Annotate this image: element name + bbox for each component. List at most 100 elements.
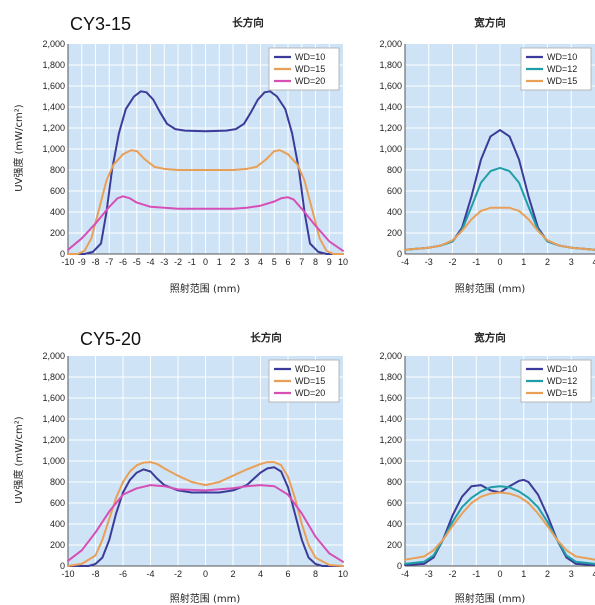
series-line-wd15 <box>67 149 344 255</box>
x-tick-label: -3 <box>425 569 433 579</box>
y-tick-label: 800 <box>387 477 402 487</box>
y-tick-label: 1,600 <box>42 393 65 403</box>
y-tick-label: 1,400 <box>379 102 402 112</box>
x-tick-label: -8 <box>91 257 99 267</box>
chart-cy315-wide: 宽方向 照射范围 (mm) 0 200 400 600 800 1,000 1,200 1,4… <box>379 16 595 295</box>
legend: WD=10 WD=12 WD=15 <box>520 359 592 403</box>
y-tick-label: 0 <box>60 561 65 571</box>
x-tick-label: 4 <box>592 257 595 267</box>
y-tick-label: 600 <box>50 498 65 508</box>
x-tick-label: -4 <box>146 257 154 267</box>
x-tick-label: -2 <box>448 257 456 267</box>
x-axis-label: 照射范围 (mm) <box>455 592 526 605</box>
y-tick-label: 1,800 <box>379 372 402 382</box>
y-tick-label: 1,400 <box>42 102 65 112</box>
x-tick-label: 0 <box>497 257 502 267</box>
legend: WD=10 WD=15 WD=20 <box>268 359 340 403</box>
x-tick-label: -6 <box>119 257 127 267</box>
x-tick-label: -1 <box>188 257 196 267</box>
y-tick-label: 1,600 <box>42 81 65 91</box>
x-tick-label: 1 <box>217 257 222 267</box>
y-tick-label: 200 <box>387 540 402 550</box>
y-tick-label: 0 <box>60 249 65 259</box>
y-tick-label: 1,600 <box>379 393 402 403</box>
y-tick-label: 1,800 <box>42 372 65 382</box>
x-tick-label: 0 <box>203 257 208 267</box>
x-tick-label: -10 <box>61 257 74 267</box>
legend-label: WD=15 <box>295 64 325 74</box>
series-line-wd10 <box>67 466 344 567</box>
y-tick-label: 1,000 <box>42 456 65 466</box>
x-tick-label: 4 <box>592 569 595 579</box>
y-tick-label: 400 <box>50 519 65 529</box>
x-axis-label: 照射范围 (mm) <box>170 282 241 295</box>
x-tick-label: 8 <box>313 569 318 579</box>
y-tick-label: 2,000 <box>379 351 402 361</box>
x-tick-label: 1 <box>521 569 526 579</box>
x-tick-label: -6 <box>119 569 127 579</box>
x-tick-label: 3 <box>244 257 249 267</box>
y-tick-label: 1,800 <box>42 60 65 70</box>
chart-title: CY3-15 <box>70 14 131 34</box>
x-tick-label: 2 <box>230 257 235 267</box>
x-tick-label: 7 <box>299 257 304 267</box>
y-tick-label: 1,000 <box>379 144 402 154</box>
x-tick-label: -2 <box>174 569 182 579</box>
chart-subtitle: 长方向 <box>232 16 264 29</box>
y-tick-label: 2,000 <box>42 39 65 49</box>
y-tick-label: 200 <box>387 228 402 238</box>
chart-subtitle: 宽方向 <box>473 16 506 29</box>
x-tick-label: -3 <box>425 257 433 267</box>
y-tick-label: 1,200 <box>379 435 402 445</box>
legend-label: WD=10 <box>295 52 325 62</box>
x-axis-label: 照射范围 (mm) <box>170 592 241 605</box>
x-tick-label: 6 <box>285 569 290 579</box>
x-tick-label: 8 <box>313 257 318 267</box>
x-tick-label: -4 <box>401 257 409 267</box>
y-tick-label: 600 <box>387 498 402 508</box>
y-tick-label: 0 <box>397 561 402 571</box>
x-tick-label: 3 <box>569 569 574 579</box>
legend: WD=10 WD=15 WD=20 <box>268 47 340 91</box>
y-tick-label: 1,200 <box>42 123 65 133</box>
chart-cy520-wide: 宽方向 照射范围 (mm) 0 200 400 600 800 1,000 1,200 1,4… <box>379 331 595 605</box>
x-tick-label: 3 <box>569 257 574 267</box>
legend-label: WD=20 <box>295 388 325 398</box>
y-tick-label: 2,000 <box>379 39 402 49</box>
y-tick-label: 200 <box>50 228 65 238</box>
y-tick-label: 1,400 <box>379 414 402 424</box>
y-tick-label: 1,400 <box>42 414 65 424</box>
x-tick-label: -1 <box>472 257 480 267</box>
legend-label: WD=12 <box>547 376 577 386</box>
chart-cy315-long: CY3-15 长方向 UV强度 (mW/cm²) 照射范围 (mm) 0 200 4… <box>12 14 348 295</box>
x-tick-label: -7 <box>105 257 113 267</box>
x-tick-label: 1 <box>521 257 526 267</box>
chart-subtitle: 宽方向 <box>473 331 506 344</box>
x-tick-label: 5 <box>272 257 277 267</box>
x-tick-label: 0 <box>203 569 208 579</box>
y-tick-label: 1,200 <box>42 435 65 445</box>
x-tick-label: -5 <box>133 257 141 267</box>
y-tick-label: 800 <box>387 165 402 175</box>
x-tick-label: -3 <box>160 257 168 267</box>
y-tick-label: 200 <box>50 540 65 550</box>
y-tick-label: 400 <box>387 207 402 217</box>
y-axis-label: UV强度 (mW/cm²) <box>12 104 25 191</box>
y-tick-label: 600 <box>387 186 402 196</box>
x-tick-label: 2 <box>230 569 235 579</box>
y-tick-label: 2,000 <box>42 351 65 361</box>
x-tick-label: 4 <box>258 569 263 579</box>
x-tick-label: 6 <box>285 257 290 267</box>
series-line-wd20 <box>67 195 344 252</box>
x-tick-label: -9 <box>78 257 86 267</box>
x-tick-label: -4 <box>146 569 154 579</box>
x-axis-label: 照射范围 (mm) <box>455 282 526 295</box>
y-tick-label: 1,200 <box>379 123 402 133</box>
x-tick-label: -10 <box>61 569 74 579</box>
y-tick-label: 800 <box>50 477 65 487</box>
x-tick-label: 10 <box>338 569 348 579</box>
x-tick-label: 0 <box>497 569 502 579</box>
legend-label: WD=20 <box>295 76 325 86</box>
x-tick-label: 10 <box>338 257 348 267</box>
